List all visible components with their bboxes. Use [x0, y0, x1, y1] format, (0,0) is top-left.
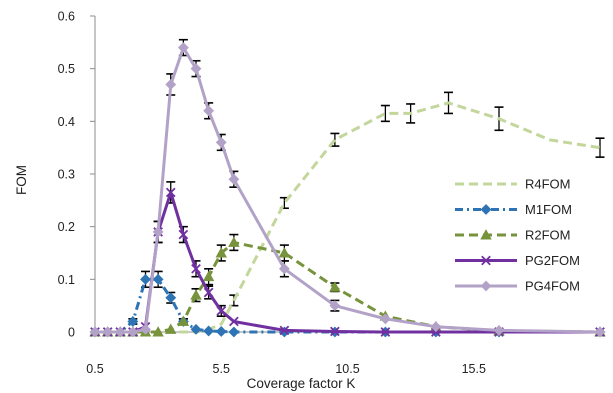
legend-entry: PG4FOM	[455, 279, 580, 294]
legend-entry: PG2FOM	[455, 253, 580, 268]
diamond-marker	[228, 326, 240, 338]
y-tick-label: 0.1	[58, 273, 75, 287]
legend-label: M1FOM	[525, 202, 572, 217]
x-marker-stroke	[216, 306, 227, 316]
diamond-marker	[215, 326, 227, 337]
series-pg4fom	[89, 42, 606, 338]
diamond-marker	[152, 273, 164, 285]
triangle-marker	[202, 270, 215, 282]
x-marker-stroke	[229, 316, 239, 327]
x-axis-title: Coverage factor K	[247, 376, 356, 391]
triangle-marker	[329, 281, 341, 292]
diamond-marker	[177, 42, 189, 54]
diamond-marker	[228, 173, 240, 185]
diamond-marker	[190, 63, 202, 75]
diamond-marker	[329, 300, 341, 312]
y-tick-label: 0.5	[58, 62, 75, 76]
x-marker-stroke	[330, 326, 340, 337]
triangle-marker	[215, 247, 227, 258]
legend: R4FOM M1FOM R2FOM PG2FOM PG4FOM	[455, 177, 580, 294]
diamond-marker	[165, 292, 177, 304]
series-lines	[89, 42, 606, 338]
legend-entry: R4FOM	[455, 177, 571, 192]
series-line	[95, 101, 601, 334]
diamond-marker	[493, 324, 505, 336]
triangle-marker	[480, 229, 492, 240]
diamond-marker	[215, 136, 227, 148]
y-tick-label: 0	[68, 326, 75, 340]
triangle-marker	[228, 236, 240, 247]
diamond-marker	[127, 326, 139, 338]
x-marker-stroke	[203, 287, 214, 298]
diamond-marker	[140, 273, 151, 285]
diamond-marker	[102, 326, 114, 338]
x-marker-stroke	[380, 327, 391, 337]
legend-label: R2FOM	[525, 228, 571, 243]
legend-label: PG4FOM	[525, 279, 580, 294]
y-axis-title: FOM	[14, 165, 29, 195]
x-marker-stroke	[481, 255, 491, 266]
x-tick-label: 0.5	[86, 362, 103, 376]
diamond-marker	[203, 325, 215, 337]
x-marker-stroke	[165, 187, 176, 198]
x-marker-stroke	[178, 229, 189, 240]
axes: 0 0.1 0.2 0.3 0.4 0.5 0.6 0.5 5.5 10.5 15.5	[58, 10, 600, 376]
diamond-marker	[89, 326, 101, 338]
diamond-marker	[278, 263, 290, 275]
diamond-marker	[379, 313, 391, 325]
series-r4fom	[95, 101, 601, 334]
legend-entry: M1FOM	[455, 202, 572, 217]
diamond-marker	[480, 204, 492, 215]
error-bar	[595, 137, 605, 158]
triangle-marker	[177, 315, 190, 326]
x-marker-stroke	[279, 325, 290, 336]
y-tick-label: 0.3	[58, 168, 75, 182]
diamond-marker	[190, 323, 202, 335]
diamond-marker	[152, 226, 164, 238]
y-tick-label: 0.2	[58, 220, 75, 234]
diamond-marker	[594, 326, 606, 338]
legend-label: R4FOM	[525, 177, 571, 192]
y-tick-label: 0.4	[58, 115, 75, 129]
x-tick-label: 10.5	[335, 362, 359, 376]
triangle-marker	[165, 323, 177, 334]
triangle-marker	[278, 247, 291, 258]
x-marker-stroke	[191, 263, 201, 274]
legend-label: PG2FOM	[525, 253, 580, 268]
diamond-marker	[480, 280, 492, 292]
error-bar	[330, 132, 340, 147]
triangle-marker	[152, 326, 164, 337]
diamond-marker	[203, 105, 215, 117]
y-tick-label: 0.6	[58, 10, 75, 24]
diamond-marker	[140, 323, 151, 335]
legend-entry: R2FOM	[455, 228, 571, 243]
error-bar	[380, 104, 390, 123]
x-tick-label: 5.5	[213, 362, 230, 376]
diamond-marker	[165, 79, 177, 90]
x-tick-label: 15.5	[462, 362, 486, 376]
triangle-marker	[190, 289, 202, 300]
diamond-marker	[430, 321, 442, 333]
diamond-marker	[114, 326, 126, 338]
